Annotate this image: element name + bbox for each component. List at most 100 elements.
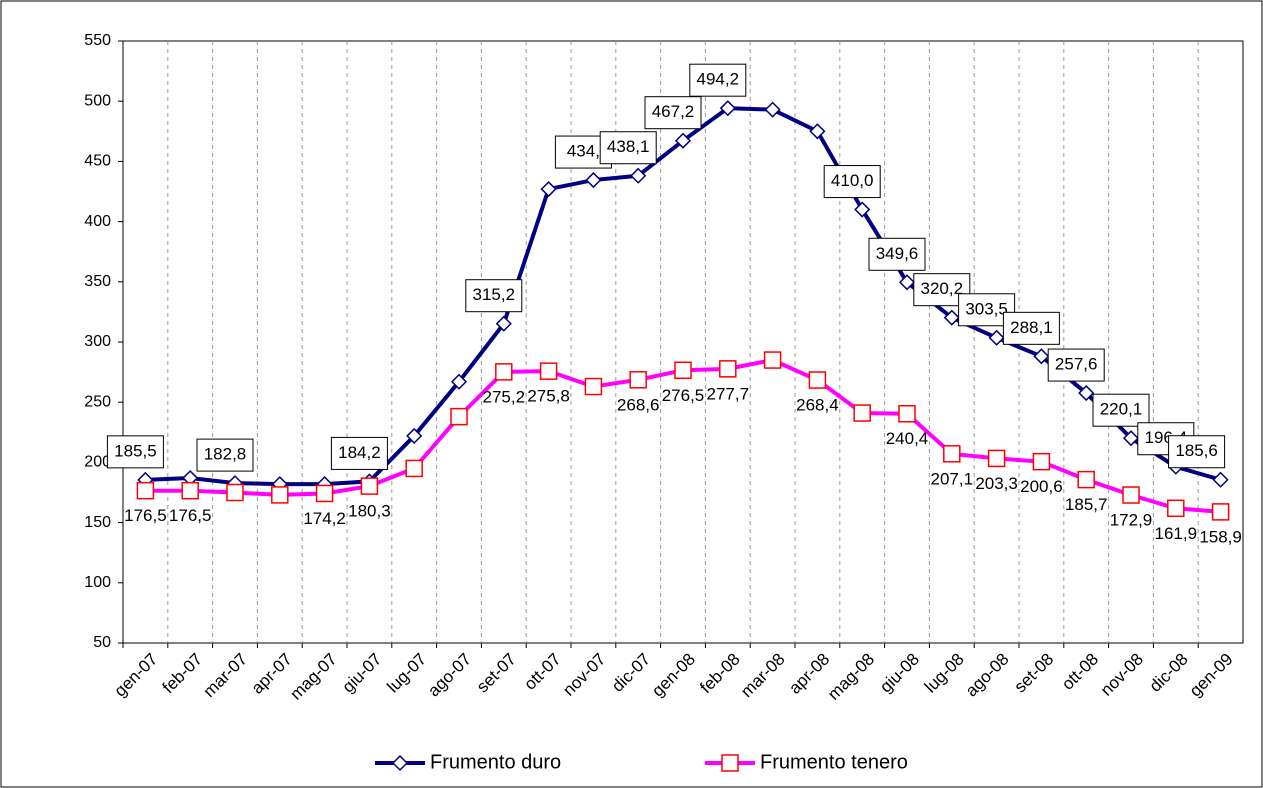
y-tick-label: 150 bbox=[84, 514, 111, 531]
marker bbox=[1033, 348, 1050, 365]
value-label: 180,3 bbox=[348, 502, 391, 521]
legend-label: Frumento tenero bbox=[760, 751, 908, 773]
y-tick-label: 50 bbox=[93, 634, 111, 651]
marker bbox=[360, 477, 379, 495]
marker bbox=[539, 362, 558, 380]
marker bbox=[181, 481, 199, 500]
value-label-box bbox=[1168, 435, 1226, 469]
marker bbox=[764, 101, 781, 118]
y-tick-label: 350 bbox=[84, 273, 111, 290]
marker bbox=[898, 274, 916, 291]
marker bbox=[943, 445, 961, 463]
marker bbox=[719, 360, 737, 378]
marker bbox=[495, 363, 513, 381]
marker bbox=[943, 309, 960, 326]
marker bbox=[898, 405, 916, 423]
value-label-box bbox=[689, 63, 747, 97]
y-tick-label: 450 bbox=[84, 153, 111, 170]
y-tick-label: 500 bbox=[84, 92, 111, 109]
legend-label: Frumento duro bbox=[430, 751, 561, 773]
marker bbox=[315, 484, 334, 503]
marker bbox=[674, 361, 692, 380]
value-label: 257,6 bbox=[1055, 355, 1098, 374]
value-label: 185,7 bbox=[1065, 495, 1108, 514]
value-label: 320,2 bbox=[921, 279, 964, 298]
marker bbox=[719, 100, 736, 117]
value-label-box bbox=[599, 131, 657, 165]
value-label: 207,1 bbox=[931, 469, 974, 488]
value-label-box bbox=[465, 279, 523, 313]
value-label-box bbox=[106, 435, 164, 469]
marker bbox=[271, 486, 289, 504]
marker bbox=[584, 377, 603, 396]
y-tick-label: 200 bbox=[84, 454, 111, 471]
marker bbox=[1032, 452, 1051, 471]
value-label: 277,7 bbox=[707, 384, 750, 403]
value-label-box bbox=[1047, 348, 1105, 382]
y-tick-label: 100 bbox=[84, 574, 111, 591]
marker bbox=[853, 404, 871, 422]
value-label-box bbox=[823, 165, 881, 199]
marker bbox=[450, 373, 468, 390]
marker bbox=[809, 123, 826, 140]
marker bbox=[585, 172, 602, 189]
value-label: 276,5 bbox=[662, 386, 705, 405]
marker bbox=[987, 449, 1006, 468]
value-label: 467,2 bbox=[652, 102, 695, 121]
value-label-box bbox=[330, 436, 388, 470]
y-tick-label: 550 bbox=[84, 32, 111, 49]
value-label-box bbox=[644, 96, 702, 130]
marker bbox=[540, 181, 557, 198]
marker bbox=[1078, 384, 1095, 402]
value-label-box bbox=[1002, 311, 1060, 345]
value-label: 275,2 bbox=[483, 387, 526, 406]
marker bbox=[674, 132, 692, 149]
marker bbox=[988, 329, 1005, 346]
value-label: 176,5 bbox=[124, 506, 167, 525]
value-label-box bbox=[868, 237, 926, 271]
marker bbox=[495, 315, 512, 332]
value-label: 220,1 bbox=[1100, 400, 1143, 419]
value-label: 172,9 bbox=[1110, 511, 1153, 530]
value-label-box bbox=[1092, 393, 1150, 427]
value-label: 268,6 bbox=[617, 395, 660, 414]
marker bbox=[1122, 430, 1140, 447]
y-tick-label: 250 bbox=[84, 393, 111, 410]
marker bbox=[808, 371, 827, 389]
value-label: 434, bbox=[567, 142, 600, 161]
marker bbox=[1212, 471, 1229, 488]
value-label: 185,5 bbox=[114, 441, 157, 460]
value-label: 182,8 bbox=[204, 445, 247, 464]
value-label: 410,0 bbox=[831, 171, 874, 190]
marker bbox=[406, 427, 423, 444]
marker bbox=[1211, 503, 1230, 521]
value-label: 203,3 bbox=[975, 474, 1018, 493]
value-label: 315,2 bbox=[473, 285, 516, 304]
marker bbox=[1167, 499, 1185, 518]
value-label: 275,8 bbox=[527, 387, 570, 406]
marker bbox=[854, 201, 871, 218]
value-label: 185,6 bbox=[1175, 441, 1218, 460]
marker bbox=[450, 407, 468, 426]
marker bbox=[629, 371, 647, 389]
value-label: 494,2 bbox=[697, 70, 740, 89]
legend-marker bbox=[391, 754, 409, 772]
value-label: 176,5 bbox=[169, 506, 212, 525]
value-label-box bbox=[196, 438, 254, 472]
marker bbox=[1122, 486, 1140, 504]
value-label: 303,5 bbox=[965, 299, 1008, 318]
marker bbox=[226, 483, 244, 502]
marker bbox=[136, 481, 155, 500]
marker bbox=[1077, 470, 1095, 489]
marker bbox=[405, 459, 423, 478]
value-label: 438,1 bbox=[607, 137, 650, 156]
value-label: 288,1 bbox=[1010, 318, 1053, 337]
value-label: 240,4 bbox=[886, 429, 929, 448]
value-label: 184,2 bbox=[338, 443, 381, 462]
value-label: 268,4 bbox=[796, 396, 839, 415]
legend-marker bbox=[721, 754, 739, 772]
y-tick-label: 400 bbox=[84, 213, 111, 230]
value-label: 174,2 bbox=[303, 509, 346, 528]
marker bbox=[763, 351, 782, 369]
value-label: 200,6 bbox=[1020, 477, 1063, 496]
